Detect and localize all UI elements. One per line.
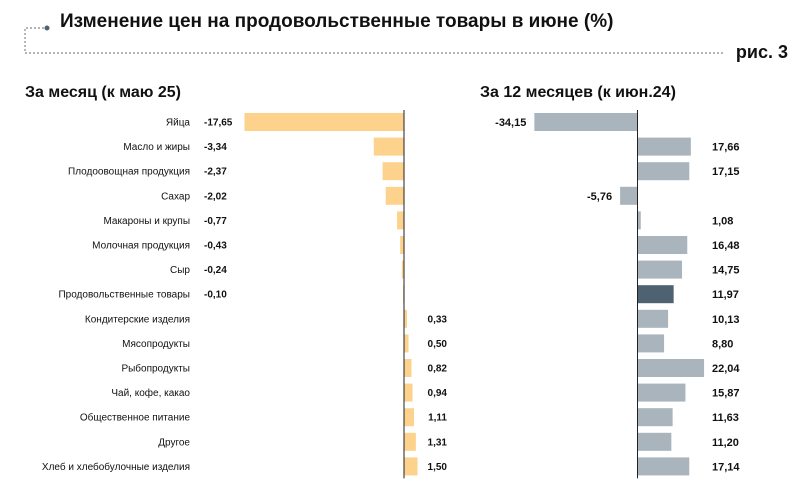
monthly-value-label: 1,31 bbox=[428, 437, 448, 448]
yearly-value-label: 11,97 bbox=[712, 289, 739, 301]
chart-title: Изменение цен на продовольственные товар… bbox=[60, 11, 614, 32]
yearly-bar bbox=[637, 309, 669, 328]
yearly-bar bbox=[534, 113, 638, 131]
category-label: Рыбопродукты bbox=[121, 363, 190, 375]
category-label: Масло и жиры bbox=[123, 142, 190, 153]
monthly-bar bbox=[404, 457, 418, 476]
yearly-value-label: 11,20 bbox=[712, 437, 739, 449]
monthly-chart-title: За месяц (к маю 25) bbox=[25, 84, 181, 101]
yearly-bar bbox=[637, 457, 690, 476]
yearly-bar bbox=[637, 211, 641, 230]
monthly-bar bbox=[397, 211, 404, 230]
yearly-bar bbox=[637, 383, 686, 402]
yearly-bar bbox=[637, 236, 688, 254]
yearly-bar bbox=[637, 285, 674, 304]
yearly-value-label: -5,76 bbox=[587, 191, 612, 203]
category-label: Чай, кофе, какао bbox=[111, 387, 190, 399]
category-label: Сыр bbox=[170, 265, 190, 276]
monthly-value-label: -0,24 bbox=[204, 265, 227, 276]
yearly-bar bbox=[637, 432, 672, 451]
category-label: Продовольственные товары bbox=[58, 290, 190, 301]
monthly-value-label: -3,34 bbox=[204, 142, 227, 153]
category-label: Другое bbox=[158, 437, 190, 448]
title-connector-line bbox=[24, 25, 725, 54]
yearly-bar bbox=[637, 162, 690, 181]
category-label: Плодоовощная продукция bbox=[68, 167, 190, 178]
category-label: Яйца bbox=[166, 118, 191, 129]
yearly-value-label: 11,63 bbox=[712, 412, 739, 424]
monthly-value-label: -0,43 bbox=[204, 241, 227, 252]
monthly-value-label: -2,02 bbox=[204, 191, 227, 202]
monthly-value-label: 0,82 bbox=[428, 364, 448, 375]
yearly-value-label: 17,66 bbox=[712, 142, 740, 154]
monthly-bar bbox=[244, 113, 404, 131]
monthly-value-label: 1,11 bbox=[428, 413, 447, 424]
category-label: Сахар bbox=[161, 191, 190, 202]
yearly-value-label: 17,15 bbox=[712, 166, 740, 178]
category-label: Макароны и крупы bbox=[103, 216, 190, 227]
yearly-chart-title: За 12 месяцев (к июн.24) bbox=[480, 84, 676, 101]
yearly-bar bbox=[637, 359, 705, 377]
monthly-bar bbox=[404, 309, 407, 328]
monthly-bar bbox=[404, 408, 415, 427]
monthly-value-label: -0,10 bbox=[204, 290, 227, 301]
monthly-bar bbox=[404, 432, 416, 451]
monthly-bar bbox=[404, 359, 412, 377]
yearly-bar bbox=[620, 186, 638, 205]
yearly-value-label: 16,48 bbox=[712, 240, 740, 252]
monthly-bar bbox=[404, 383, 413, 402]
yearly-value-label: 1,08 bbox=[712, 215, 733, 227]
category-label: Кондитерские изделия bbox=[85, 314, 190, 325]
yearly-value-label: 8,80 bbox=[712, 338, 733, 350]
yearly-value-label: 15,87 bbox=[712, 388, 740, 400]
yearly-value-label: 10,13 bbox=[712, 314, 740, 326]
category-label: Молочная продукция bbox=[92, 241, 190, 252]
yearly-bar bbox=[637, 408, 673, 427]
yearly-bar bbox=[637, 137, 691, 156]
monthly-value-label: -0,77 bbox=[204, 216, 227, 227]
yearly-value-label: 14,75 bbox=[712, 265, 740, 277]
monthly-value-label: 0,33 bbox=[428, 314, 448, 325]
yearly-bar bbox=[637, 334, 665, 353]
monthly-bar bbox=[404, 334, 409, 353]
category-label: Хлеб и хлебобулочные изделия bbox=[42, 461, 190, 473]
yearly-value-label: 22,04 bbox=[712, 363, 740, 375]
monthly-value-label: 0,94 bbox=[428, 388, 448, 399]
monthly-bar bbox=[400, 236, 404, 254]
title-dot-icon bbox=[44, 25, 50, 31]
monthly-value-label: 1,50 bbox=[428, 462, 448, 473]
monthly-bar bbox=[382, 162, 404, 181]
monthly-value-label: -17,65 bbox=[204, 118, 233, 129]
yearly-value-label: 17,14 bbox=[712, 461, 740, 473]
yearly-value-label: -34,15 bbox=[495, 117, 526, 129]
monthly-bar bbox=[385, 186, 404, 205]
category-label: Общественное питание bbox=[80, 412, 191, 424]
monthly-bar bbox=[373, 137, 404, 156]
yearly-bar bbox=[637, 260, 683, 279]
figure-label: рис. 3 bbox=[735, 42, 788, 62]
monthly-bar bbox=[401, 260, 404, 279]
category-label: Мясопродукты bbox=[122, 339, 190, 350]
monthly-value-label: 0,50 bbox=[428, 339, 448, 350]
monthly-value-label: -2,37 bbox=[204, 167, 227, 178]
